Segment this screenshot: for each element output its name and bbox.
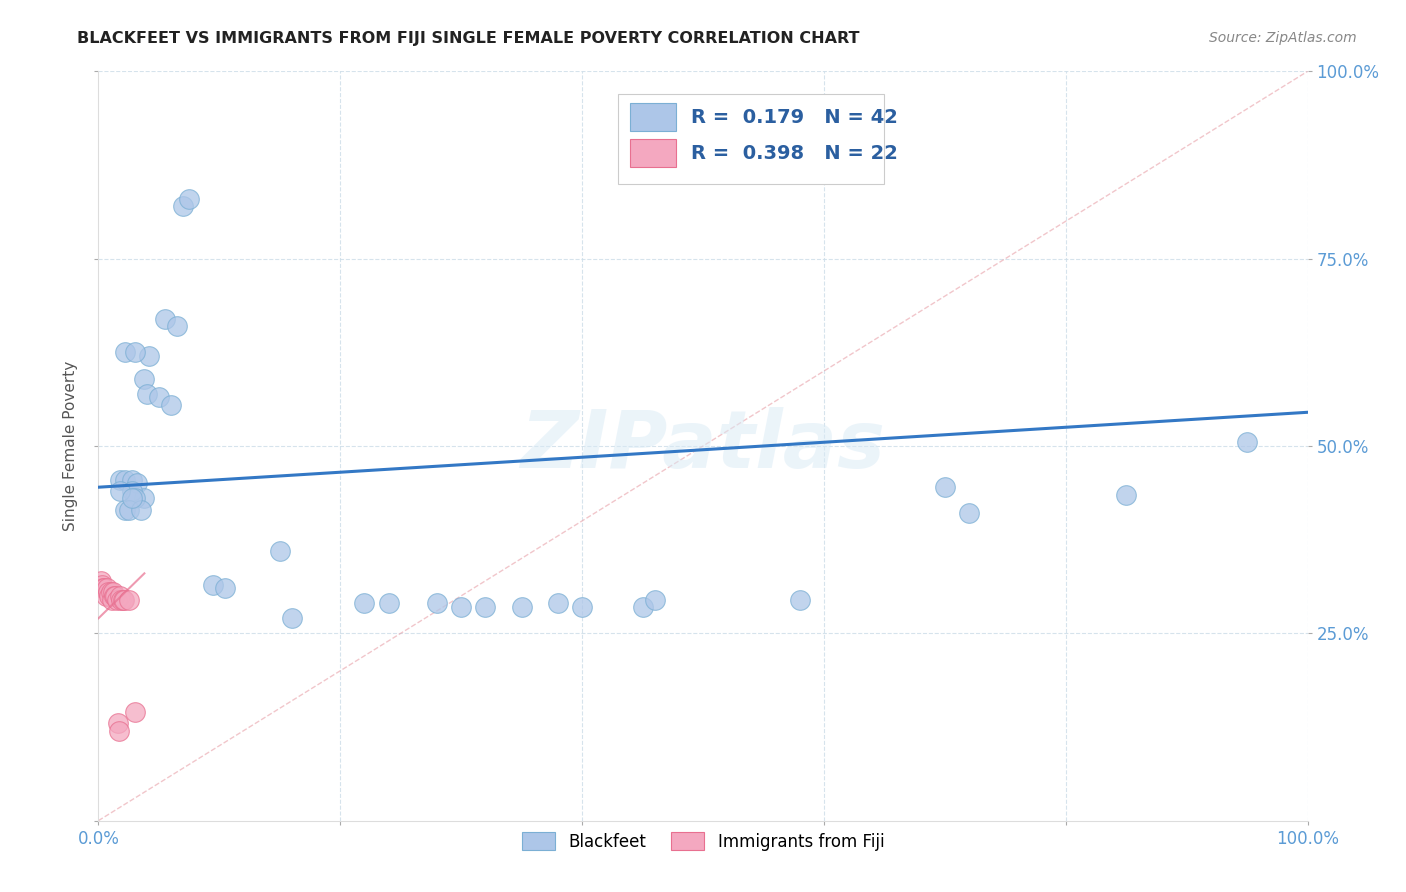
- Point: [121, 473, 143, 487]
- Point: [118, 592, 141, 607]
- Point: [124, 345, 146, 359]
- Point: [138, 349, 160, 363]
- Point: [377, 596, 399, 610]
- Point: [127, 476, 149, 491]
- Text: R =  0.398   N = 22: R = 0.398 N = 22: [690, 144, 898, 162]
- Point: [108, 473, 131, 487]
- Point: [108, 483, 131, 498]
- Point: [934, 480, 956, 494]
- Text: ZIPatlas: ZIPatlas: [520, 407, 886, 485]
- Point: [172, 199, 194, 213]
- Point: [121, 483, 143, 498]
- Point: [96, 582, 118, 596]
- Point: [91, 577, 114, 591]
- Point: [134, 491, 156, 506]
- Point: [1115, 488, 1137, 502]
- Point: [90, 574, 112, 588]
- Point: [105, 592, 128, 607]
- Point: [93, 582, 115, 596]
- Point: [179, 192, 201, 206]
- Point: [957, 507, 980, 521]
- Point: [474, 600, 496, 615]
- Point: [135, 386, 157, 401]
- Point: [100, 592, 122, 607]
- Point: [114, 473, 136, 487]
- Point: [510, 600, 533, 615]
- Point: [101, 585, 124, 599]
- Legend: Blackfeet, Immigrants from Fiji: Blackfeet, Immigrants from Fiji: [515, 826, 891, 857]
- Point: [153, 311, 176, 326]
- FancyBboxPatch shape: [619, 94, 884, 184]
- Point: [644, 592, 666, 607]
- Point: [426, 596, 449, 610]
- Point: [134, 371, 156, 385]
- Text: R =  0.179   N = 42: R = 0.179 N = 42: [690, 108, 898, 127]
- Point: [571, 600, 593, 615]
- Point: [124, 705, 146, 719]
- Text: BLACKFEET VS IMMIGRANTS FROM FIJI SINGLE FEMALE POVERTY CORRELATION CHART: BLACKFEET VS IMMIGRANTS FROM FIJI SINGLE…: [77, 31, 860, 46]
- Point: [269, 544, 291, 558]
- Point: [121, 491, 143, 506]
- Point: [108, 723, 131, 738]
- Point: [789, 592, 811, 607]
- Point: [97, 585, 120, 599]
- Point: [166, 319, 188, 334]
- Point: [124, 491, 146, 506]
- Point: [94, 589, 117, 603]
- Point: [202, 577, 225, 591]
- Bar: [630, 103, 676, 131]
- Point: [450, 600, 472, 615]
- Point: [100, 585, 122, 599]
- Point: [108, 589, 131, 603]
- Point: [148, 390, 170, 404]
- Point: [111, 592, 134, 607]
- Bar: [630, 139, 676, 168]
- Point: [104, 589, 127, 603]
- Point: [129, 502, 152, 516]
- Point: [118, 502, 141, 516]
- Point: [547, 596, 569, 610]
- Text: Source: ZipAtlas.com: Source: ZipAtlas.com: [1209, 31, 1357, 45]
- Point: [114, 345, 136, 359]
- Point: [107, 716, 129, 731]
- Point: [110, 592, 132, 607]
- Point: [160, 398, 183, 412]
- Point: [114, 502, 136, 516]
- Point: [281, 611, 304, 625]
- Y-axis label: Single Female Poverty: Single Female Poverty: [63, 361, 79, 531]
- Point: [112, 592, 135, 607]
- Point: [98, 589, 121, 603]
- Point: [631, 600, 654, 615]
- Point: [214, 582, 236, 596]
- Point: [103, 589, 125, 603]
- Point: [353, 596, 375, 610]
- Point: [1236, 435, 1258, 450]
- Point: [91, 582, 114, 596]
